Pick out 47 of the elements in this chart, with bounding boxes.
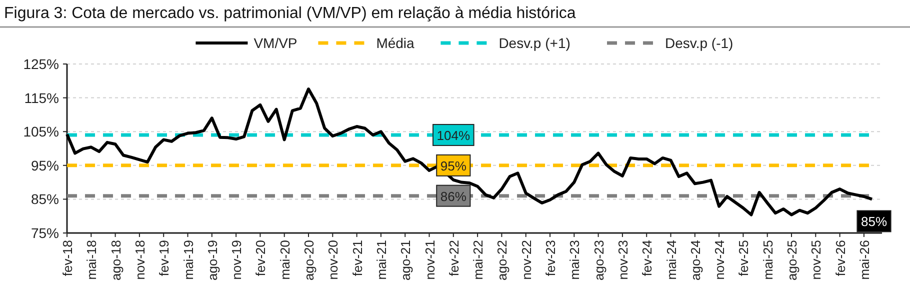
y-tick-label: 75% xyxy=(30,225,59,241)
x-tick-label: mai-20 xyxy=(277,240,292,280)
x-tick-label: nov-23 xyxy=(615,240,630,280)
data-label: 85% xyxy=(860,214,888,230)
x-tick-label: nov-25 xyxy=(808,240,824,280)
x-tick-label: fev-24 xyxy=(640,240,655,276)
x-tick-label: nov-24 xyxy=(712,240,728,280)
x-tick-label: mai-19 xyxy=(180,240,196,280)
x-tick-label: ago-22 xyxy=(494,240,510,280)
legend-label: Desv.p (+1) xyxy=(498,35,570,51)
x-tick-label: nov-19 xyxy=(229,240,244,280)
y-tick-label: 85% xyxy=(30,191,59,208)
x-tick-label: fev-18 xyxy=(60,240,75,276)
x-tick-label: ago-23 xyxy=(591,240,606,280)
x-tick-label: mai-21 xyxy=(374,240,389,280)
x-tick-label: mai-26 xyxy=(856,240,872,280)
x-tick-label: mai-24 xyxy=(664,240,679,280)
x-tick-label: fev-20 xyxy=(253,240,268,276)
y-tick-label: 105% xyxy=(23,124,59,140)
x-tick-label: fev-21 xyxy=(350,240,365,276)
x-tick-label: mai-23 xyxy=(567,240,582,280)
legend-label: Desv.p (-1) xyxy=(665,35,734,51)
x-tick-label: ago-24 xyxy=(688,240,703,280)
x-tick-label: mai-22 xyxy=(470,240,486,280)
line-series xyxy=(66,88,874,216)
x-tick-label: nov-20 xyxy=(326,240,341,280)
x-tick-label: mai-18 xyxy=(84,240,100,280)
x-tick-label: fev-25 xyxy=(736,240,752,276)
x-tick-label: ago-25 xyxy=(784,240,800,280)
x-tick-label: nov-18 xyxy=(132,240,148,280)
x-tick-label: fev-22 xyxy=(446,240,462,276)
chart-title: Figura 3: Cota de mercado vs. patrimonial (VM/VP) em relação à média histórica xyxy=(4,5,576,22)
x-tick-label: fev-26 xyxy=(832,240,848,276)
x-tick-label: ago-18 xyxy=(108,240,124,280)
y-tick-label: 125% xyxy=(23,56,59,72)
y-tick-label: 115% xyxy=(24,90,59,106)
x-tick-label: ago-20 xyxy=(302,240,316,280)
x-tick-label: fev-19 xyxy=(156,240,172,276)
legend-label: Média xyxy=(376,35,415,51)
legend-label: VM/VP xyxy=(254,35,298,51)
y-tick-label: 95% xyxy=(30,157,59,174)
x-tick-label: mai-25 xyxy=(760,240,776,280)
x-tick-label: nov-22 xyxy=(518,240,534,280)
x-tick-label: nov-21 xyxy=(422,240,438,280)
x-tick-label: ago-21 xyxy=(398,240,414,280)
x-tick-label: fev-23 xyxy=(543,240,558,276)
x-tick-label: ago-19 xyxy=(204,240,220,280)
